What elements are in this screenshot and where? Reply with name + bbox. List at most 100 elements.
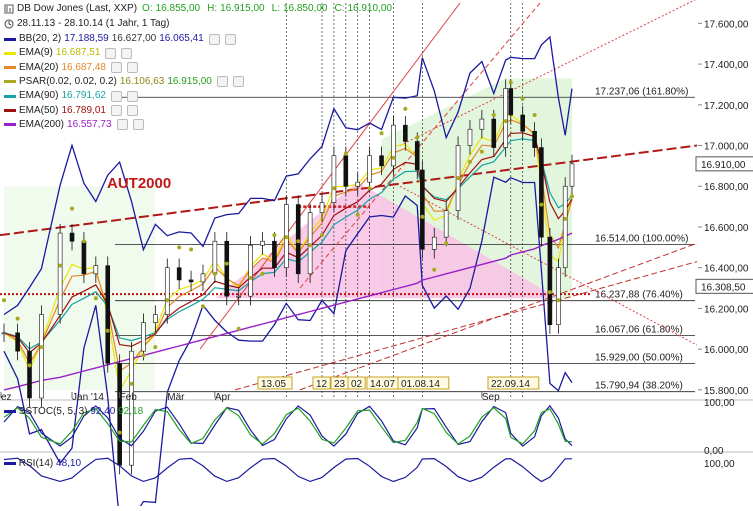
candle-body bbox=[1, 332, 7, 335]
date-flag-label: 12 bbox=[316, 379, 328, 390]
indicator-label: EMA(9) bbox=[19, 47, 53, 59]
date-flag-label: 14.07 bbox=[370, 379, 395, 390]
indicator-value: 16.687,51 bbox=[55, 47, 101, 59]
last-price-label: 16.308,50 bbox=[701, 282, 746, 293]
ohlc-open: 16.855,00 bbox=[155, 3, 201, 14]
candle-body bbox=[520, 114, 525, 132]
candle-body bbox=[420, 169, 425, 250]
candle-body bbox=[236, 295, 241, 298]
y-tick-label: 16.400,00 bbox=[704, 264, 749, 275]
y-tick-label: 16.600,00 bbox=[704, 223, 749, 234]
settings-icon[interactable] bbox=[208, 33, 220, 45]
candle-body bbox=[491, 118, 497, 148]
legend-period-row: 28.11.13 - 28.10.14 (1 Jahr, 1 Tag) bbox=[4, 18, 170, 30]
candle-body bbox=[141, 322, 146, 352]
candle-body bbox=[164, 267, 170, 315]
rsi-line bbox=[3, 457, 572, 483]
candle-body bbox=[479, 118, 485, 130]
psar-dot bbox=[200, 304, 205, 309]
indicator-swatch bbox=[4, 80, 16, 84]
psar-dot bbox=[129, 381, 134, 386]
candle-body bbox=[27, 350, 32, 399]
x-tick-label: Apr bbox=[215, 392, 231, 403]
sstoc-value-2: 92,18 bbox=[118, 406, 144, 417]
aut2000-annotation: AUT2000 bbox=[107, 175, 171, 192]
candle-body bbox=[105, 265, 111, 364]
sstoc-label: SSTOC(5, 5, 3) bbox=[18, 406, 88, 417]
legend-indicator-row: EMA(9) 16.687,51 bbox=[4, 47, 133, 59]
indicator-value: 16.065,41 bbox=[159, 33, 204, 44]
psar-dot bbox=[212, 271, 217, 276]
settings-icon[interactable] bbox=[116, 119, 128, 131]
y-axis: 17.600,00 17.400,00 17.200,00 17.000,00 16.8… bbox=[695, 19, 753, 397]
sstoc-d-line bbox=[3, 407, 573, 445]
ohlc-close: 16.910,00 bbox=[347, 3, 392, 14]
indicator-swatch bbox=[4, 109, 16, 112]
bollinger-lower-band bbox=[3, 176, 573, 511]
sstoc-tick-label: 100,00 bbox=[704, 398, 735, 409]
psar-dot bbox=[570, 194, 574, 199]
indicator-value: 16.789,01 bbox=[61, 104, 106, 116]
date-flag-label: 13.05 bbox=[261, 379, 286, 390]
settings-icon[interactable] bbox=[110, 90, 122, 102]
trendline-lower bbox=[299, 242, 698, 391]
candle-body bbox=[355, 181, 361, 187]
close-icon[interactable] bbox=[121, 47, 133, 59]
last-price-label: 16.910,00 bbox=[701, 160, 746, 171]
trendline-steep bbox=[199, 2, 461, 350]
psar-dot bbox=[81, 239, 86, 244]
y-tick-label: 16.000,00 bbox=[704, 345, 749, 356]
fib-level-label: 17.237,06 (161.80%) bbox=[595, 86, 688, 97]
settings-icon[interactable] bbox=[110, 62, 122, 74]
psar-dot bbox=[272, 233, 277, 238]
psar-dot bbox=[153, 345, 158, 350]
settings-icon[interactable] bbox=[105, 47, 117, 59]
psar-dot bbox=[141, 353, 146, 358]
last-price-tag bbox=[695, 156, 753, 172]
indicator-swatch bbox=[4, 123, 16, 127]
indicator-value: 17.188,59 bbox=[64, 33, 109, 44]
settings-icon[interactable] bbox=[110, 105, 122, 116]
psar-dot bbox=[2, 298, 6, 303]
candle-body bbox=[260, 240, 265, 246]
date-flag-label: 01.08.14 bbox=[401, 379, 440, 390]
trendline-lower bbox=[234, 261, 698, 391]
candle-body bbox=[319, 202, 325, 214]
psar-dot bbox=[379, 131, 384, 136]
rsi-value: 48,10 bbox=[56, 458, 82, 469]
trendline-upper bbox=[0, 144, 698, 237]
candle-body bbox=[57, 232, 63, 315]
candle-body bbox=[508, 88, 514, 116]
legend-indicator-row: EMA(50) 16.789,01 bbox=[4, 105, 138, 117]
sstoc-value-1: 92,40 bbox=[90, 406, 116, 417]
ema200-line bbox=[3, 232, 573, 391]
psar-dot bbox=[503, 119, 508, 124]
psar-dot bbox=[391, 155, 396, 160]
indicator-swatch bbox=[4, 51, 16, 55]
trendline-steep bbox=[299, 2, 541, 289]
sstoc-tick-label: 0,00 bbox=[704, 446, 724, 457]
close-icon[interactable] bbox=[126, 90, 138, 102]
x-tick-label: ez bbox=[1, 392, 12, 403]
psar-dot bbox=[355, 212, 360, 217]
sstoc-legend: SSTOC(5, 5, 3) 92,40 92,18 bbox=[4, 406, 143, 417]
psar-dot bbox=[105, 328, 110, 333]
psar-dot bbox=[284, 235, 289, 240]
candle-body bbox=[562, 185, 568, 268]
indicator-swatch bbox=[4, 94, 16, 98]
y-tick-label: 17.400,00 bbox=[704, 60, 749, 71]
close-icon[interactable] bbox=[132, 119, 144, 131]
psar-dot bbox=[420, 214, 425, 219]
ohlc-open-label: O: bbox=[142, 3, 153, 14]
candle-body bbox=[443, 210, 449, 238]
close-icon[interactable] bbox=[126, 105, 138, 116]
close-icon[interactable] bbox=[232, 76, 244, 88]
close-icon[interactable] bbox=[126, 62, 138, 74]
ohlc-high: 16.915,00 bbox=[220, 3, 265, 14]
psar-dot bbox=[165, 298, 170, 303]
rsi-tick-label: 100,00 bbox=[704, 459, 735, 470]
close-icon[interactable] bbox=[224, 33, 236, 45]
settings-icon[interactable] bbox=[216, 76, 228, 88]
